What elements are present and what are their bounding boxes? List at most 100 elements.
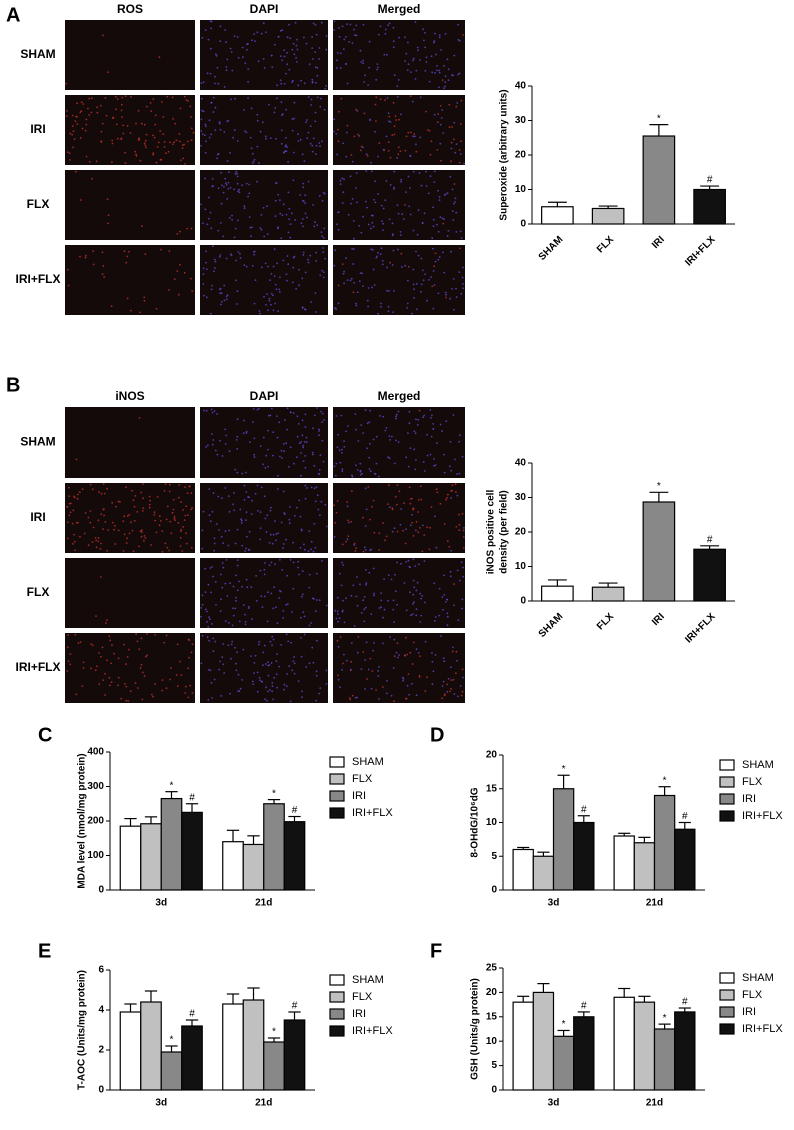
- cell-dot: [209, 72, 212, 75]
- cell-dot: [262, 58, 265, 60]
- cell-dot: [221, 497, 223, 500]
- cell-dot: [232, 136, 235, 139]
- significance-marker: *: [272, 788, 276, 799]
- y-axis-label: T-AOC (Units/mg protein): [77, 970, 88, 1090]
- cell-dot: [418, 409, 421, 412]
- cell-dot: [225, 257, 228, 260]
- cell-dot: [444, 75, 447, 78]
- cell-dot: [451, 210, 454, 212]
- cell-dot: [302, 186, 305, 189]
- cell-dot: [371, 286, 373, 289]
- cell-dot: [288, 218, 290, 221]
- cell-dot: [100, 130, 103, 133]
- cell-dot: [374, 180, 376, 183]
- cell-dot: [73, 495, 75, 498]
- cell-dot: [318, 430, 320, 432]
- cell-dot: [148, 503, 151, 506]
- cell-dot: [342, 191, 345, 194]
- cell-dot: [346, 82, 349, 85]
- cell-dot: [377, 475, 380, 478]
- cell-dot: [231, 624, 234, 627]
- cell-dot: [259, 227, 262, 229]
- cell-dot: [236, 140, 239, 142]
- cell-dot: [219, 287, 222, 290]
- cell-dot: [411, 100, 414, 103]
- cell-dot: [277, 532, 279, 535]
- cell-dot: [103, 514, 105, 517]
- row-label: SHAM: [20, 435, 55, 449]
- cell-dot: [246, 48, 248, 51]
- cell-dot: [449, 175, 452, 178]
- cell-dot: [318, 468, 321, 471]
- micrograph: [200, 170, 328, 240]
- cell-dot: [222, 663, 225, 666]
- cell-dot: [463, 162, 465, 165]
- cell-dot: [310, 98, 313, 101]
- cell-dot: [441, 109, 444, 111]
- cell-dot: [235, 669, 238, 672]
- legend-label: FLX: [352, 773, 373, 785]
- cell-dot: [192, 131, 195, 134]
- cell-dot: [201, 37, 204, 39]
- cell-dot: [102, 483, 105, 485]
- cell-dot: [346, 23, 348, 25]
- cell-dot: [351, 475, 354, 478]
- cell-dot: [316, 75, 319, 77]
- cell-dot: [444, 85, 446, 88]
- cell-dot: [349, 279, 352, 282]
- cell-dot: [211, 433, 213, 435]
- cell-dot: [109, 639, 112, 642]
- cell-dot: [392, 26, 395, 29]
- cell-dot: [235, 259, 238, 262]
- cell-dot: [241, 585, 243, 588]
- micrograph: [200, 558, 328, 628]
- cell-dot: [226, 595, 229, 597]
- cell-dot: [391, 234, 394, 237]
- cell-dot: [214, 129, 217, 132]
- cell-dot: [207, 38, 210, 41]
- cell-dot: [396, 603, 398, 606]
- cell-dot: [364, 606, 367, 609]
- cell-dot: [217, 495, 220, 498]
- cell-dot: [337, 128, 339, 131]
- cell-dot: [308, 586, 311, 589]
- cell-dot: [191, 643, 194, 646]
- cell-dot: [309, 254, 312, 257]
- cell-dot: [293, 101, 296, 104]
- cell-dot: [185, 685, 187, 688]
- cell-dot: [399, 234, 402, 237]
- cell-dot: [431, 414, 433, 417]
- cell-dot: [356, 576, 358, 578]
- cell-dot: [217, 229, 220, 232]
- cell-dot: [106, 619, 108, 621]
- cell-dot: [107, 71, 110, 73]
- cell-dot: [219, 292, 222, 295]
- cell-dot: [337, 620, 340, 623]
- cell-dot: [313, 414, 316, 417]
- cell-dot: [308, 530, 311, 532]
- cell-dot: [426, 526, 429, 528]
- cell-dot: [92, 263, 95, 266]
- cell-dot: [266, 620, 269, 623]
- cell-dot: [220, 573, 222, 576]
- cell-dot: [371, 214, 374, 217]
- cell-dot: [409, 213, 412, 216]
- cell-dot: [349, 23, 352, 26]
- cell-dot: [236, 182, 239, 185]
- cell-dot: [434, 72, 436, 74]
- cell-dot: [216, 413, 219, 415]
- cell-dot: [373, 592, 375, 595]
- cell-dot: [70, 502, 72, 505]
- cell-dot: [208, 639, 211, 642]
- cell-dot: [380, 599, 383, 602]
- cell-dot: [295, 57, 297, 59]
- cell-dot: [140, 491, 143, 494]
- cell-dot: [432, 270, 435, 272]
- cell-dot: [357, 133, 359, 136]
- cell-dot: [289, 559, 292, 561]
- cell-dot: [311, 81, 314, 84]
- cell-dot: [266, 591, 269, 594]
- cell-dot: [421, 550, 424, 553]
- cell-dot: [316, 599, 318, 601]
- bar: [541, 206, 574, 225]
